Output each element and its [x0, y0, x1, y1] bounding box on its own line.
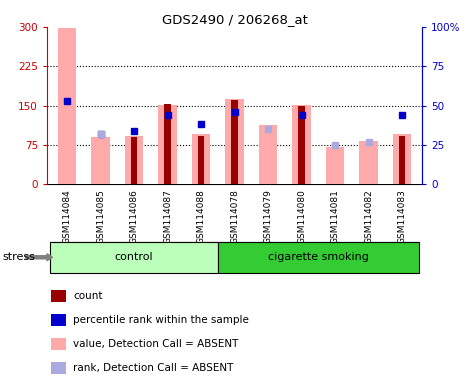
Bar	[359, 141, 378, 184]
Text: count: count	[73, 291, 103, 301]
Text: GSM114087: GSM114087	[163, 189, 172, 244]
Text: GSM114085: GSM114085	[96, 189, 105, 244]
Text: GSM114088: GSM114088	[197, 189, 205, 244]
Bar	[125, 136, 143, 184]
Bar	[198, 136, 204, 184]
Bar	[399, 136, 405, 184]
Bar	[50, 242, 218, 273]
Bar	[259, 125, 277, 184]
Text: GSM114081: GSM114081	[331, 189, 340, 244]
Bar	[218, 242, 419, 273]
Bar	[165, 104, 171, 184]
Bar	[51, 314, 66, 326]
Text: rank, Detection Call = ABSENT: rank, Detection Call = ABSENT	[73, 363, 234, 373]
Bar	[131, 137, 137, 184]
Title: GDS2490 / 206268_at: GDS2490 / 206268_at	[161, 13, 308, 26]
Text: GSM114079: GSM114079	[264, 189, 272, 244]
Text: percentile rank within the sample: percentile rank within the sample	[73, 315, 249, 325]
Text: GSM114080: GSM114080	[297, 189, 306, 244]
Text: control: control	[115, 252, 153, 262]
Text: stress: stress	[2, 252, 35, 262]
Bar	[393, 134, 411, 184]
Bar	[51, 290, 66, 302]
Bar	[91, 137, 110, 184]
Text: cigarette smoking: cigarette smoking	[268, 252, 369, 262]
Bar	[225, 99, 244, 184]
Text: GSM114086: GSM114086	[129, 189, 138, 244]
Text: GSM114084: GSM114084	[62, 189, 71, 244]
Bar	[58, 28, 76, 184]
Text: GSM114082: GSM114082	[364, 189, 373, 244]
Bar	[292, 104, 310, 184]
Bar	[51, 362, 66, 374]
Bar	[232, 100, 237, 184]
Bar	[192, 134, 210, 184]
Bar	[158, 104, 177, 184]
Text: value, Detection Call = ABSENT: value, Detection Call = ABSENT	[73, 339, 239, 349]
Bar	[51, 338, 66, 350]
Text: GSM114078: GSM114078	[230, 189, 239, 244]
Bar	[326, 147, 344, 184]
Text: GSM114083: GSM114083	[398, 189, 407, 244]
Bar	[298, 106, 304, 184]
